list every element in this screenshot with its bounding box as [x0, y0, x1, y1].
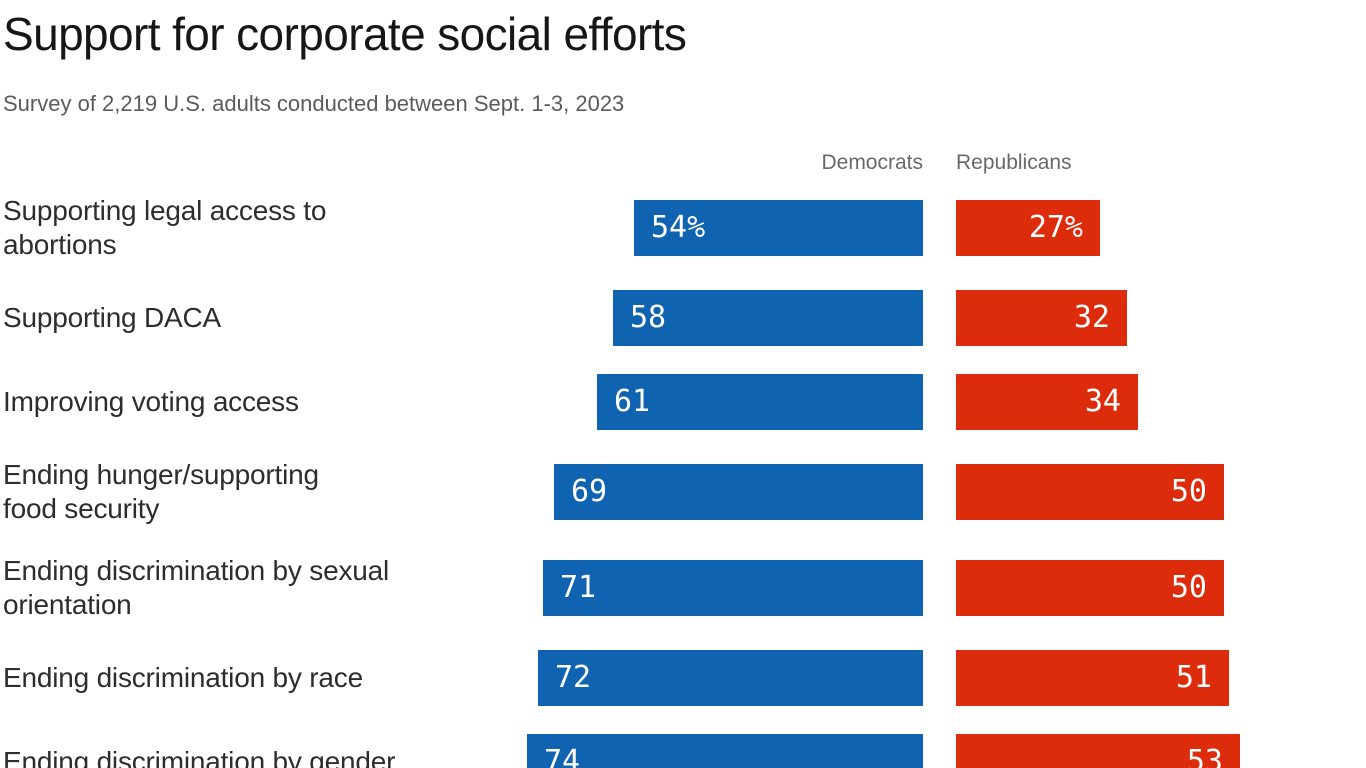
republicans-bar: 51	[956, 649, 1229, 706]
republicans-value: 50	[1170, 474, 1207, 510]
republicans-value: 32	[1073, 300, 1110, 336]
democrats-bar: 61	[597, 373, 923, 430]
series-header-democrats: Democrats	[821, 150, 923, 174]
republicans-value: 53	[1186, 744, 1223, 768]
category-label: Ending discrimination by gender	[3, 745, 396, 768]
democrats-bar: 74	[527, 733, 923, 768]
republicans-value: 50	[1170, 570, 1207, 606]
democrats-value: 74	[544, 744, 581, 768]
chart-row: Improving voting access 61 34	[3, 373, 1366, 430]
series-header-row: Democrats Republicans	[3, 150, 1366, 176]
category-label: Ending discrimination by race	[3, 661, 363, 693]
republicans-bar: 34	[956, 373, 1138, 430]
democrats-bar: 69	[554, 463, 923, 520]
republicans-value: 51	[1175, 660, 1212, 696]
republicans-bar: 50	[956, 559, 1224, 616]
chart-row: Ending discrimination by race 72 51	[3, 649, 1366, 706]
democrats-bar: 71	[543, 559, 923, 616]
republicans-bar: 53	[956, 733, 1240, 768]
republicans-bar: 32	[956, 289, 1127, 346]
democrats-bar: 54%	[634, 199, 923, 256]
democrats-bar: 72	[538, 649, 923, 706]
series-header-republicans: Republicans	[956, 150, 1072, 174]
democrats-value: 72	[555, 660, 592, 696]
democrats-bar: 58	[613, 289, 923, 346]
republicans-bar: 50	[956, 463, 1224, 520]
chart-row: Supporting DACA 58 32	[3, 289, 1366, 346]
democrats-value: 61	[614, 384, 651, 420]
category-label: Supporting DACA	[3, 301, 222, 333]
republicans-bar: 27%	[956, 199, 1100, 256]
category-label: Improving voting access	[3, 385, 299, 417]
chart-subtitle: Survey of 2,219 U.S. adults conducted be…	[3, 90, 625, 116]
category-label: Supporting legal access to abortions	[3, 194, 327, 260]
republicans-value: 27%	[1028, 210, 1083, 246]
chart-row: Ending discrimination by sexual orientat…	[3, 554, 1366, 622]
category-label: Ending hunger/supporting food security	[3, 458, 319, 524]
chart-row: Supporting legal access to abortions 54% 2…	[3, 194, 1366, 262]
democrats-value: 54%	[651, 210, 706, 246]
chart-rows: Supporting legal access to abortions 54% 2…	[3, 194, 1366, 768]
chart-row: Ending discrimination by gender 74 53	[3, 733, 1366, 768]
chart-title: Support for corporate social efforts	[3, 8, 687, 60]
republicans-value: 34	[1084, 384, 1121, 420]
democrats-value: 58	[630, 300, 667, 336]
democrats-value: 69	[571, 474, 608, 510]
category-label: Ending discrimination by sexual orientat…	[3, 554, 390, 620]
chart-row: Ending hunger/supporting food security 69…	[3, 458, 1366, 526]
democrats-value: 71	[560, 570, 597, 606]
